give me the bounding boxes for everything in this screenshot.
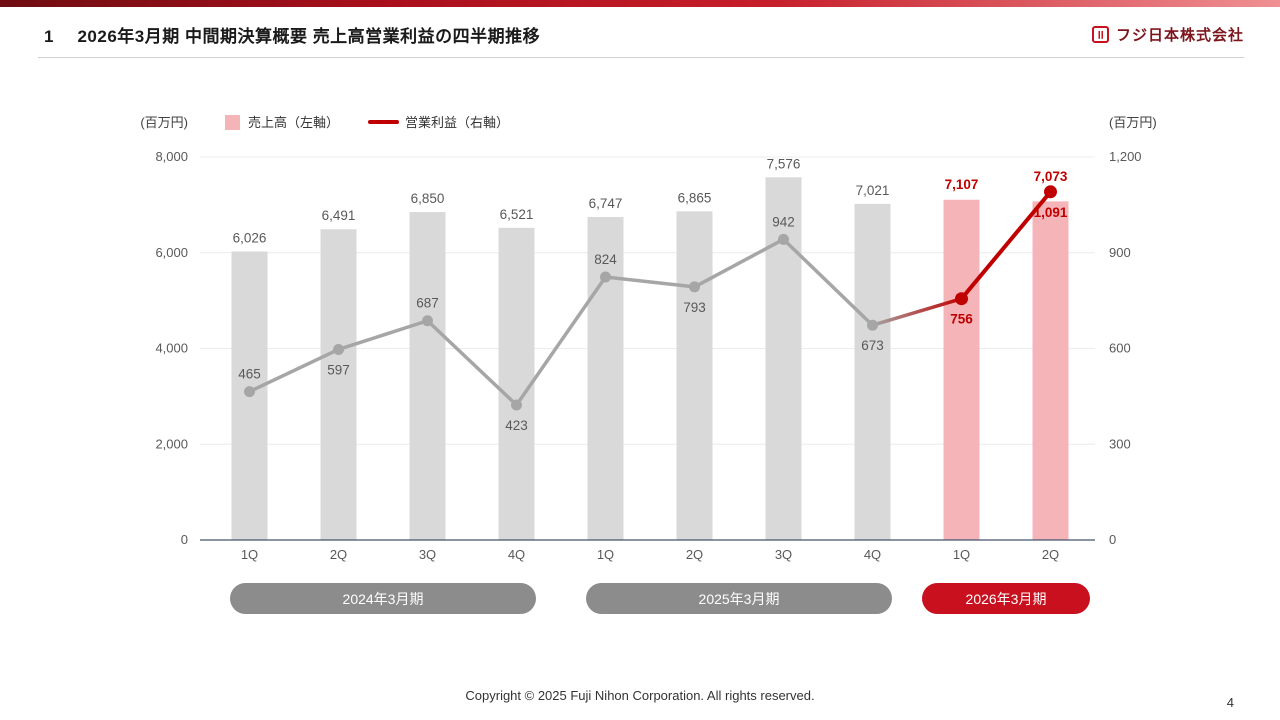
period-pill (230, 583, 536, 614)
category-label: 4Q (864, 547, 881, 562)
category-label: 2Q (1042, 547, 1059, 562)
left-axis-unit: (百万円) (140, 115, 188, 130)
bar (854, 203, 891, 540)
company-name: フジ日本株式会社 (1115, 27, 1244, 44)
line-value-label: 756 (950, 312, 973, 327)
profit-line-red (959, 190, 1053, 300)
legend-bar-label: 売上高（左軸） (248, 115, 339, 130)
category-label: 1Q (241, 547, 258, 562)
top-accent-bar (0, 0, 1280, 7)
line-value-label: 423 (505, 418, 528, 433)
line-value-label: 673 (861, 338, 884, 353)
bar-value-label: 7,107 (945, 177, 979, 192)
line-point (867, 319, 878, 331)
quarterly-sales-operating-profit-chart: 0 2,000 4,000 6,000 8,000 0 300 600 900 1,200 (百万円… (140, 115, 1157, 614)
right-axis-tick: 300 (1109, 436, 1131, 451)
bar (1032, 201, 1069, 540)
bar-value-label: 6,026 (233, 231, 267, 246)
left-axis-tick: 8,000 (155, 149, 188, 164)
line-point (689, 281, 700, 293)
category-label: 1Q (597, 547, 614, 562)
line-value-label: 597 (327, 362, 350, 377)
category-label: 3Q (775, 547, 792, 562)
line-value-label: 687 (416, 296, 439, 311)
slide-number: 1 (44, 27, 54, 46)
bar (587, 216, 624, 540)
category-label: 2Q (686, 547, 703, 562)
category-label: 2Q (330, 547, 347, 562)
bar-value-label: 6,521 (500, 207, 534, 222)
copyright-text: Copyright © 2025 Fuji Nihon Corporation.… (465, 688, 815, 703)
bar-value-label: 7,073 (1034, 169, 1068, 184)
line-point (955, 292, 968, 306)
bar (320, 229, 357, 540)
header-divider (38, 57, 1244, 58)
category-label: 4Q (508, 547, 525, 562)
page-title: 2026年3月期 中間期決算概要 売上高営業利益の四半期推移 (77, 27, 541, 46)
left-axis-tick: 2,000 (155, 436, 188, 451)
line-value-label: 1,091 (1034, 205, 1068, 220)
left-axis-tick: 4,000 (155, 341, 188, 356)
bar-value-label: 6,747 (589, 196, 623, 211)
right-axis-tick: 600 (1109, 341, 1131, 356)
company-logo-icon (1091, 26, 1109, 43)
bar-value-label: 6,491 (322, 208, 356, 223)
right-axis-unit: (百万円) (1109, 115, 1157, 130)
bar-value-label: 6,850 (411, 191, 445, 206)
line-value-label: 824 (594, 252, 617, 267)
legend-line-label: 営業利益（右軸） (405, 115, 509, 130)
period-pill-label: 2024年3月期 (343, 591, 424, 607)
line-point (333, 343, 344, 355)
period-pill (922, 583, 1090, 614)
left-axis-tick: 6,000 (155, 245, 188, 260)
legend-bar-swatch (225, 115, 240, 130)
right-axis-tick: 0 (1109, 532, 1116, 547)
period-pill (586, 583, 892, 614)
page-number: 4 (1226, 695, 1234, 710)
period-pill-label: 2026年3月期 (966, 591, 1047, 607)
line-value-label: 465 (238, 367, 261, 382)
bar (943, 199, 980, 540)
profit-line-gray (248, 237, 874, 407)
line-point (244, 386, 255, 398)
bar (765, 177, 802, 540)
line-value-label: 793 (683, 300, 706, 315)
category-label: 3Q (419, 547, 436, 562)
profit-line-transition (872, 297, 962, 327)
bar (498, 227, 535, 540)
right-axis-tick: 900 (1109, 245, 1131, 260)
company-logo: フジ日本株式会社 (1091, 24, 1244, 45)
bar-value-label: 7,576 (767, 156, 801, 171)
bar (409, 212, 446, 540)
bar-value-label: 7,021 (856, 183, 890, 198)
right-axis-tick: 1,200 (1109, 149, 1142, 164)
header: 1 2026年3月期 中間期決算概要 売上高営業利益の四半期推移 (44, 22, 540, 47)
period-pill-label: 2025年3月期 (699, 591, 780, 607)
line-point (422, 315, 433, 327)
line-point (511, 399, 522, 411)
line-point (1044, 185, 1057, 199)
left-axis-tick: 0 (181, 532, 188, 547)
bar (676, 211, 713, 540)
line-point (778, 233, 789, 245)
line-point (600, 271, 611, 283)
category-label: 1Q (953, 547, 970, 562)
line-value-label: 942 (772, 214, 795, 229)
bar-value-label: 6,865 (678, 190, 712, 205)
